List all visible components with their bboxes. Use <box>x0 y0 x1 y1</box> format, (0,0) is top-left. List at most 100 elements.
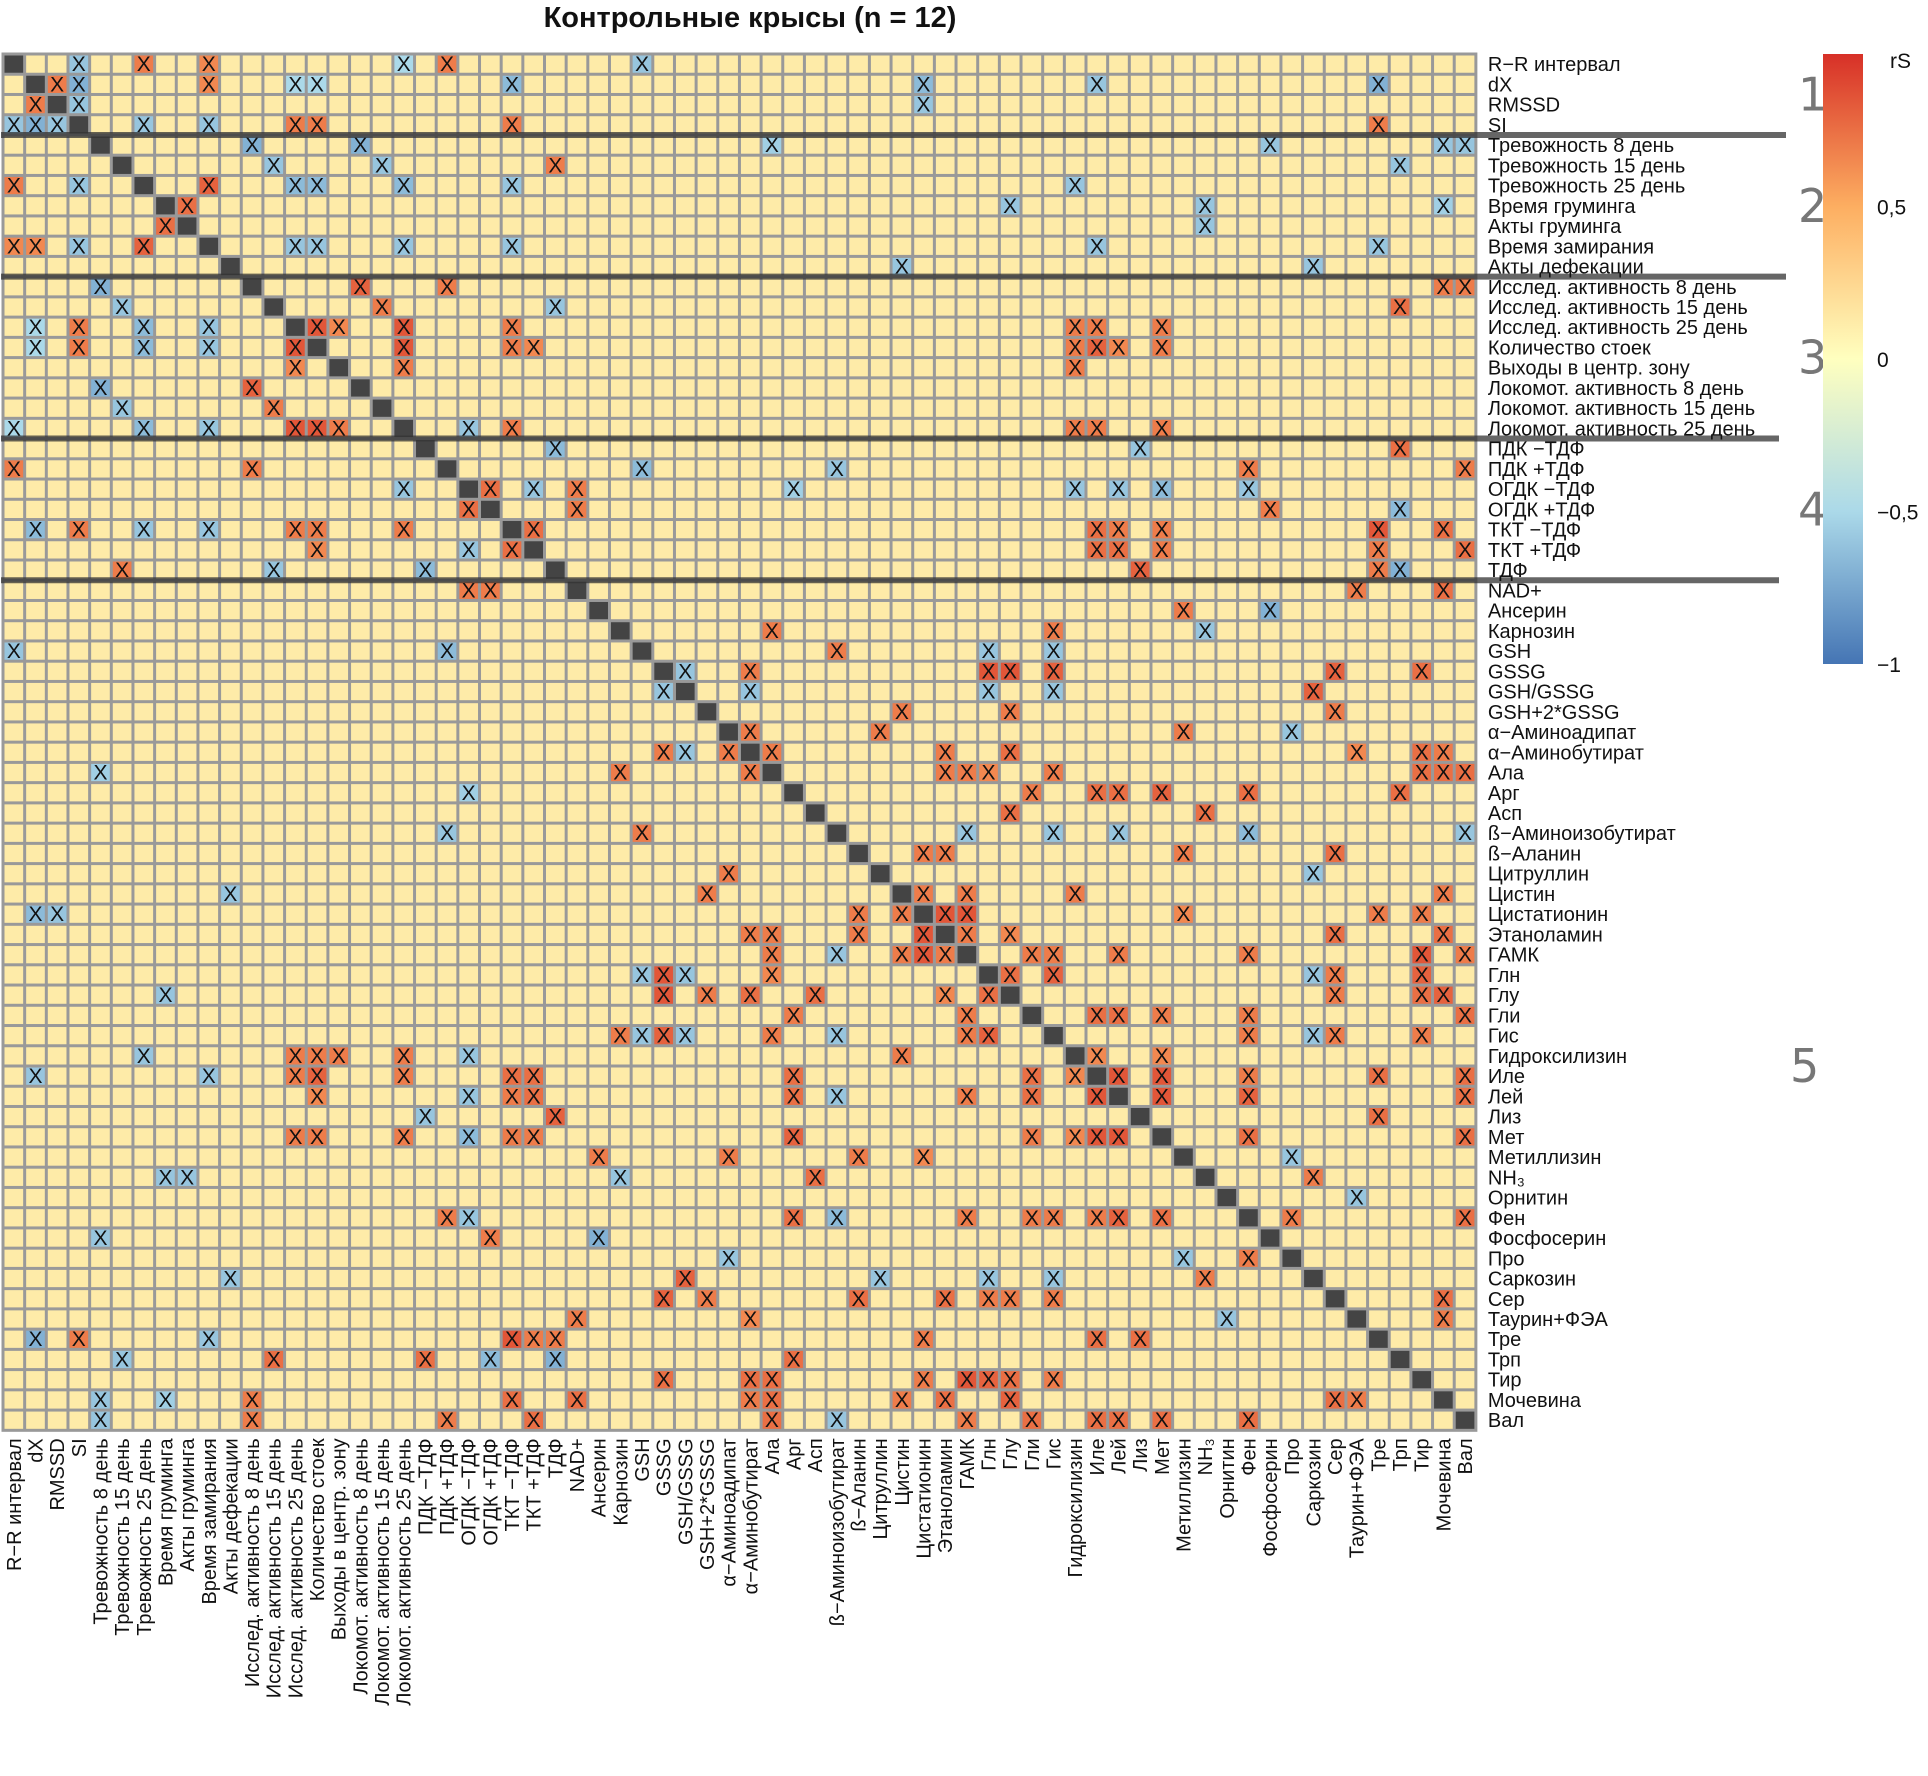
heatmap-cell <box>481 541 500 559</box>
heatmap-cell <box>372 905 392 923</box>
heatmap-cell <box>1065 379 1085 397</box>
heatmap-cell <box>416 136 435 154</box>
heatmap-cell <box>199 1350 219 1369</box>
heatmap-cell <box>437 682 457 701</box>
heatmap-cell <box>199 1006 219 1025</box>
heatmap-cell <box>610 217 630 235</box>
heatmap-cell <box>1152 399 1172 417</box>
heatmap-cell <box>589 1249 608 1267</box>
heatmap-cell <box>1000 1209 1020 1227</box>
heatmap-cell <box>1130 1087 1150 1105</box>
heatmap-cell <box>654 946 673 964</box>
heatmap-cell <box>394 804 414 822</box>
heatmap-cell <box>1434 1148 1453 1166</box>
heatmap-cell <box>1347 1229 1367 1247</box>
heatmap-cell <box>546 278 565 296</box>
heatmap-cell <box>1412 176 1432 195</box>
heatmap-cell <box>1260 379 1280 397</box>
heatmap-cell <box>827 338 847 357</box>
heatmap-cell <box>546 1249 565 1267</box>
heatmap-cell <box>805 743 825 761</box>
heatmap-cell <box>372 1188 392 1207</box>
heatmap-cell <box>610 662 630 680</box>
heatmap-cell <box>1455 561 1475 579</box>
heatmap-cell <box>1152 1290 1172 1308</box>
heatmap-cell <box>26 521 45 539</box>
heatmap-cell <box>979 55 998 73</box>
heatmap-cell <box>416 1087 435 1105</box>
heatmap-cell <box>1065 723 1085 741</box>
heatmap-cell <box>719 925 738 944</box>
heatmap-cell <box>1152 521 1172 539</box>
heatmap-cell <box>1217 500 1237 519</box>
heatmap-cell <box>221 217 240 235</box>
heatmap-cell <box>1239 1107 1258 1126</box>
heatmap-cell <box>199 804 219 822</box>
heatmap-cell <box>589 217 608 235</box>
heatmap-cell <box>459 986 479 1004</box>
heatmap-cell <box>567 338 587 357</box>
heatmap-cell <box>1260 1047 1280 1065</box>
heatmap-cell <box>1239 217 1258 235</box>
heatmap-cell <box>242 1006 262 1025</box>
significance-mark: X <box>202 114 216 137</box>
heatmap-cell <box>935 1350 955 1369</box>
heatmap-cell <box>437 1269 457 1288</box>
heatmap-cell <box>762 743 782 761</box>
heatmap-cell <box>1195 824 1215 842</box>
heatmap-cell <box>719 1067 738 1085</box>
heatmap-cell <box>69 1148 89 1166</box>
heatmap-cell <box>1109 318 1128 336</box>
heatmap-cell <box>1260 885 1280 903</box>
heatmap-cell <box>935 723 955 741</box>
heatmap-cell <box>1174 1310 1193 1328</box>
heatmap-cell <box>26 156 45 174</box>
heatmap-cell <box>675 338 695 357</box>
heatmap-cell <box>437 1168 457 1186</box>
heatmap-cell <box>957 743 977 761</box>
heatmap-cell <box>416 642 435 660</box>
heatmap-cell <box>1260 1027 1280 1045</box>
heatmap-cell <box>524 1391 543 1409</box>
heatmap-cell <box>1325 1107 1345 1126</box>
heatmap-cell <box>1434 642 1453 660</box>
heatmap-cell <box>1087 1027 1107 1045</box>
heatmap-cell <box>805 1006 825 1025</box>
heatmap-cell <box>134 399 154 417</box>
heatmap-cell <box>1022 865 1042 883</box>
heatmap-cell <box>805 237 825 255</box>
heatmap-cell <box>416 338 435 357</box>
significance-mark: X <box>960 1025 974 1048</box>
heatmap-cell <box>1109 1188 1128 1207</box>
heatmap-cell <box>610 763 630 782</box>
heatmap-cell <box>870 844 890 863</box>
heatmap-cell <box>589 1047 608 1065</box>
heatmap-cell <box>1195 379 1215 397</box>
heatmap-cell <box>589 116 608 134</box>
heatmap-cell <box>351 1209 370 1227</box>
heatmap-cell <box>870 1006 890 1025</box>
heatmap-cell <box>1282 55 1302 73</box>
heatmap-cell <box>1152 905 1172 923</box>
significance-mark: X <box>332 316 346 339</box>
significance-mark: X <box>202 53 216 76</box>
heatmap-cell <box>1174 784 1193 802</box>
heatmap-cell <box>1369 318 1388 336</box>
heatmap-cell <box>112 1148 132 1166</box>
heatmap-cell <box>1065 1027 1085 1045</box>
heatmap-cell <box>1065 1391 1085 1409</box>
heatmap-cell <box>849 217 868 235</box>
heatmap-cell <box>719 946 738 964</box>
heatmap-cell <box>892 966 912 984</box>
significance-mark: X <box>570 1389 584 1412</box>
heatmap-cell <box>1369 1269 1388 1288</box>
heatmap-cell <box>784 622 803 640</box>
heatmap-cell <box>1390 905 1410 923</box>
heatmap-cell <box>979 440 998 458</box>
heatmap-cell <box>502 723 522 741</box>
heatmap-cell <box>242 156 262 174</box>
heatmap-cell <box>1412 1330 1432 1348</box>
heatmap-cell <box>849 541 868 559</box>
heatmap-cell <box>416 156 435 174</box>
heatmap-cell <box>697 581 717 599</box>
